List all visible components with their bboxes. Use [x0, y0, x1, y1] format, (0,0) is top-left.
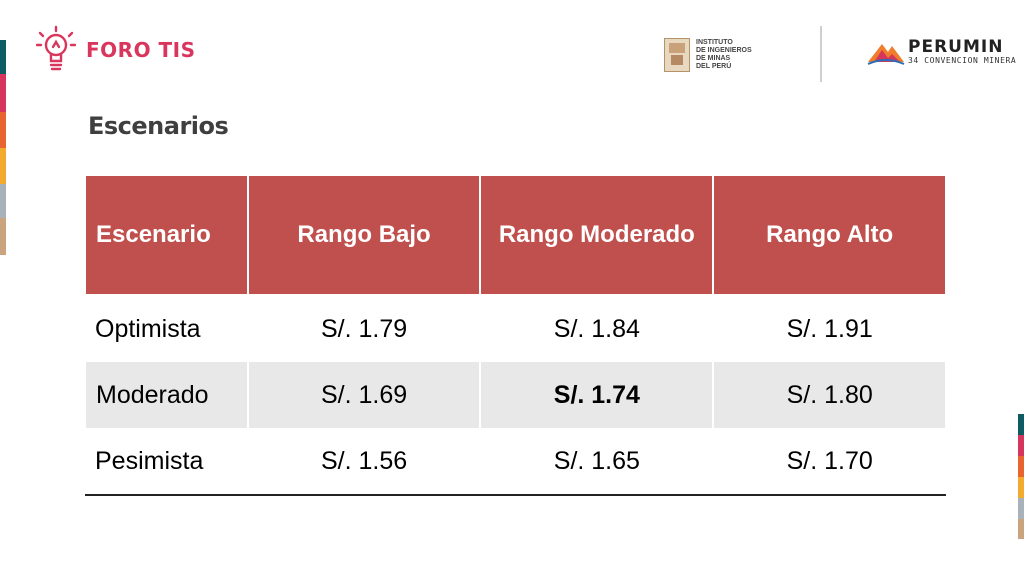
column-header-rango-alto: Rango Alto [712, 174, 947, 296]
institute-logo: INSTITUTO DE INGENIEROS DE MINAS DEL PER… [664, 38, 752, 72]
table-cell: S/. 1.70 [713, 428, 946, 496]
brand-name: FORO TIS [86, 38, 196, 62]
row-label: Optimista [95, 314, 201, 343]
table-cell: S/. 1.91 [786, 314, 873, 343]
logo-divider [820, 26, 822, 82]
row-label: Pesimista [85, 428, 248, 496]
mountain-icon [867, 44, 905, 65]
right-color-stripes [1018, 414, 1024, 539]
table-cell: S/. 1.79 [320, 314, 408, 343]
left-color-stripes [0, 40, 6, 255]
page-title: Escenarios [88, 112, 229, 140]
table-cell: S/. 1.84 [553, 314, 640, 343]
institute-name: INSTITUTO DE INGENIEROS DE MINAS DEL PER… [696, 39, 752, 70]
perumin-subtitle: 34 CONVENCION MINERA [908, 55, 1017, 65]
perumin-logo: PERUMIN 34 CONVENCION MINERA [866, 36, 1016, 66]
table-row: Optimista S/. 1.79 S/. 1.84 S/. 1.91 [85, 295, 946, 362]
scenarios-table: Escenario Rango Bajo Rango Moderado Rang… [84, 174, 947, 496]
table-row: Pesimista S/. 1.56 S/. 1.65 S/. 1.70 [85, 428, 946, 496]
lightbulb-icon [36, 25, 76, 71]
table-row: Moderado S/. 1.69 S/. 1.74 S/. 1.80 [84, 362, 947, 428]
table-cell: S/. 1.69 [246, 362, 482, 428]
brand-logo: FORO TIS [36, 24, 196, 76]
table-header-row: Escenario Rango Bajo Rango Moderado Rang… [84, 174, 947, 296]
highlighted-cell: S/. 1.74 [479, 362, 715, 428]
table-cell: S/. 1.80 [712, 362, 947, 428]
column-header-rango-moderado: Rango Moderado [479, 174, 715, 296]
seal-icon [664, 38, 690, 72]
table-cell: S/. 1.56 [247, 428, 481, 496]
column-header-escenario: Escenario [84, 174, 249, 296]
row-label: Moderado [84, 362, 249, 428]
column-header-rango-bajo: Rango Bajo [246, 174, 482, 296]
perumin-name: PERUMIN [908, 36, 1004, 57]
table-cell: S/. 1.65 [480, 428, 714, 496]
